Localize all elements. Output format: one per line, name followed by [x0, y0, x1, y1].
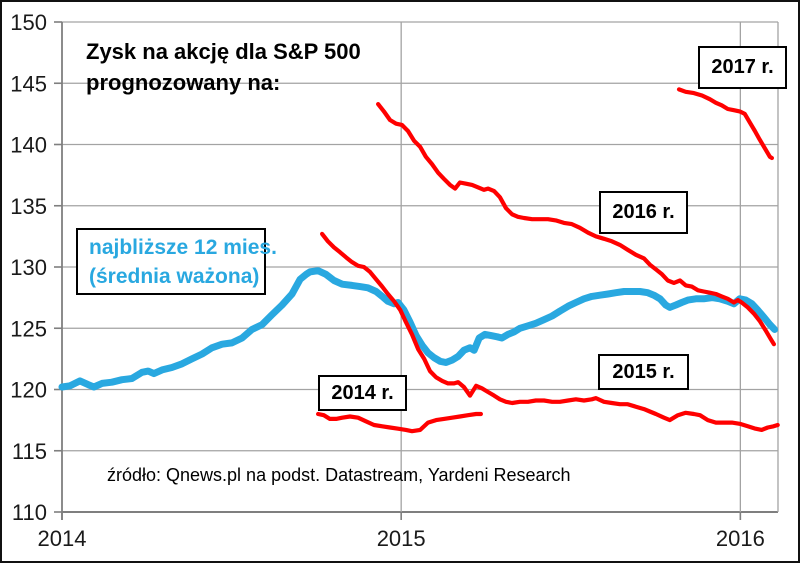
- annotation-2016-label: 2016 r.: [612, 201, 675, 223]
- svg-text:2014: 2014: [38, 526, 87, 551]
- svg-text:130: 130: [10, 255, 47, 280]
- chart-title-line1: Zysk na akcję dla S&P 500: [86, 39, 361, 64]
- source-note: źródło: Qnews.pl na podst. Datastream, Y…: [107, 465, 571, 485]
- svg-text:150: 150: [10, 10, 47, 35]
- svg-text:120: 120: [10, 378, 47, 403]
- svg-text:2016: 2016: [716, 526, 765, 551]
- annotation-2015: 2015 r.: [598, 354, 689, 390]
- svg-text:2015: 2015: [377, 526, 426, 551]
- chart-title-line2: prognozowany na:: [86, 70, 281, 95]
- legend-box: najbliższe 12 mies. (średnia ważona): [76, 228, 277, 295]
- annotation-2014-label: 2014 r.: [331, 381, 394, 404]
- svg-text:110: 110: [12, 500, 47, 525]
- svg-text:115: 115: [12, 439, 47, 464]
- annotation-2015-label: 2015 r.: [612, 360, 675, 383]
- svg-text:125: 125: [10, 316, 47, 341]
- chart-title: Zysk na akcję dla S&P 500 prognozowany n…: [86, 36, 361, 98]
- svg-text:145: 145: [10, 71, 47, 96]
- legend-line2: (średnia ważona): [89, 264, 260, 288]
- annotation-2017: 2017 r.: [698, 46, 787, 89]
- svg-text:140: 140: [10, 133, 47, 158]
- legend-line1: najbliższe 12 mies.: [89, 235, 277, 259]
- svg-text:135: 135: [10, 194, 47, 219]
- annotation-2017-label: 2017 r.: [711, 56, 774, 78]
- annotation-2016: 2016 r.: [599, 191, 688, 234]
- annotation-2014: 2014 r.: [318, 375, 407, 411]
